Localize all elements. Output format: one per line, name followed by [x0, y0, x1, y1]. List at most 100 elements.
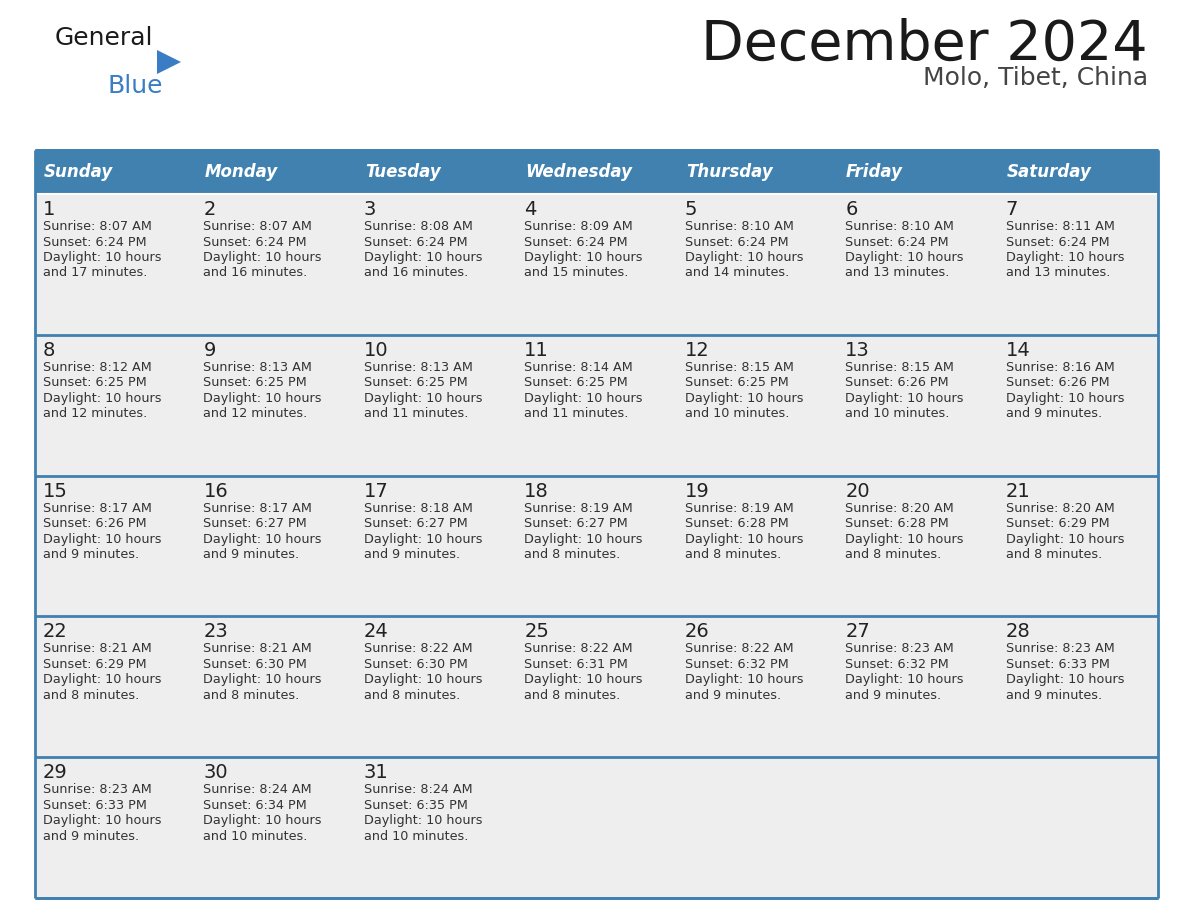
Bar: [677, 194, 838, 335]
Text: and 9 minutes.: and 9 minutes.: [364, 548, 460, 561]
Text: 13: 13: [845, 341, 870, 360]
Bar: [196, 335, 356, 476]
Text: Sunset: 6:33 PM: Sunset: 6:33 PM: [1005, 658, 1110, 671]
Text: Sunrise: 8:10 AM: Sunrise: 8:10 AM: [845, 220, 954, 233]
Text: Sunset: 6:24 PM: Sunset: 6:24 PM: [364, 236, 468, 249]
Bar: [34, 476, 196, 616]
Text: 25: 25: [524, 622, 549, 642]
Text: Daylight: 10 hours: Daylight: 10 hours: [43, 392, 162, 405]
Text: Daylight: 10 hours: Daylight: 10 hours: [845, 392, 963, 405]
Text: Sunrise: 8:20 AM: Sunrise: 8:20 AM: [845, 501, 954, 515]
Bar: [34, 335, 196, 476]
Text: Sunset: 6:24 PM: Sunset: 6:24 PM: [845, 236, 949, 249]
Text: Sunset: 6:26 PM: Sunset: 6:26 PM: [43, 517, 146, 530]
Text: 28: 28: [1005, 622, 1030, 642]
Text: Daylight: 10 hours: Daylight: 10 hours: [1005, 532, 1124, 545]
Text: and 9 minutes.: and 9 minutes.: [203, 548, 299, 561]
Text: and 8 minutes.: and 8 minutes.: [43, 688, 139, 702]
Bar: [356, 335, 517, 476]
Text: Molo, Tibet, China: Molo, Tibet, China: [923, 66, 1148, 90]
Text: Sunrise: 8:23 AM: Sunrise: 8:23 AM: [1005, 643, 1114, 655]
Bar: [517, 335, 677, 476]
Text: Sunset: 6:33 PM: Sunset: 6:33 PM: [43, 799, 147, 812]
Bar: [677, 335, 838, 476]
Text: Sunrise: 8:16 AM: Sunrise: 8:16 AM: [1005, 361, 1114, 374]
Text: Daylight: 10 hours: Daylight: 10 hours: [203, 814, 322, 827]
Text: 24: 24: [364, 622, 388, 642]
Text: 11: 11: [524, 341, 549, 360]
Text: 31: 31: [364, 763, 388, 782]
Text: Sunset: 6:30 PM: Sunset: 6:30 PM: [364, 658, 468, 671]
Text: Sunrise: 8:07 AM: Sunrise: 8:07 AM: [43, 220, 152, 233]
Polygon shape: [157, 50, 181, 74]
Text: Sunset: 6:25 PM: Sunset: 6:25 PM: [203, 376, 308, 389]
Text: Sunrise: 8:21 AM: Sunrise: 8:21 AM: [203, 643, 312, 655]
Bar: [998, 476, 1158, 616]
Text: 30: 30: [203, 763, 228, 782]
Bar: [677, 150, 838, 194]
Text: Daylight: 10 hours: Daylight: 10 hours: [524, 251, 643, 264]
Text: Daylight: 10 hours: Daylight: 10 hours: [43, 251, 162, 264]
Bar: [517, 757, 677, 898]
Bar: [196, 194, 356, 335]
Text: 3: 3: [364, 200, 377, 219]
Bar: [838, 757, 998, 898]
Bar: [677, 757, 838, 898]
Text: and 8 minutes.: and 8 minutes.: [203, 688, 299, 702]
Text: Sunset: 6:32 PM: Sunset: 6:32 PM: [684, 658, 789, 671]
Text: Sunrise: 8:09 AM: Sunrise: 8:09 AM: [524, 220, 633, 233]
Text: 5: 5: [684, 200, 697, 219]
Text: and 8 minutes.: and 8 minutes.: [1005, 548, 1101, 561]
Text: Daylight: 10 hours: Daylight: 10 hours: [845, 532, 963, 545]
Text: 7: 7: [1005, 200, 1018, 219]
Text: Sunrise: 8:07 AM: Sunrise: 8:07 AM: [203, 220, 312, 233]
Text: Sunset: 6:28 PM: Sunset: 6:28 PM: [845, 517, 949, 530]
Text: Sunset: 6:28 PM: Sunset: 6:28 PM: [684, 517, 789, 530]
Text: Daylight: 10 hours: Daylight: 10 hours: [364, 532, 482, 545]
Text: Daylight: 10 hours: Daylight: 10 hours: [845, 674, 963, 687]
Text: Monday: Monday: [204, 163, 278, 181]
Text: Sunset: 6:25 PM: Sunset: 6:25 PM: [524, 376, 628, 389]
Text: and 9 minutes.: and 9 minutes.: [1005, 408, 1101, 420]
Text: and 8 minutes.: and 8 minutes.: [684, 548, 781, 561]
Text: and 17 minutes.: and 17 minutes.: [43, 266, 147, 279]
Bar: [196, 476, 356, 616]
Text: and 9 minutes.: and 9 minutes.: [684, 688, 781, 702]
Bar: [34, 150, 196, 194]
Text: 26: 26: [684, 622, 709, 642]
Bar: [517, 194, 677, 335]
Text: 1: 1: [43, 200, 56, 219]
Text: Daylight: 10 hours: Daylight: 10 hours: [364, 674, 482, 687]
Text: Friday: Friday: [846, 163, 903, 181]
Text: Sunrise: 8:22 AM: Sunrise: 8:22 AM: [364, 643, 473, 655]
Text: Blue: Blue: [107, 74, 163, 98]
Text: Tuesday: Tuesday: [365, 163, 441, 181]
Text: Sunrise: 8:12 AM: Sunrise: 8:12 AM: [43, 361, 152, 374]
Text: Sunset: 6:27 PM: Sunset: 6:27 PM: [203, 517, 308, 530]
Text: 18: 18: [524, 482, 549, 500]
Text: Daylight: 10 hours: Daylight: 10 hours: [684, 532, 803, 545]
Text: Sunset: 6:26 PM: Sunset: 6:26 PM: [845, 376, 949, 389]
Text: Daylight: 10 hours: Daylight: 10 hours: [203, 532, 322, 545]
Text: 9: 9: [203, 341, 216, 360]
Text: Sunrise: 8:19 AM: Sunrise: 8:19 AM: [684, 501, 794, 515]
Text: and 10 minutes.: and 10 minutes.: [364, 830, 468, 843]
Bar: [356, 194, 517, 335]
Text: Sunrise: 8:23 AM: Sunrise: 8:23 AM: [43, 783, 152, 796]
Bar: [998, 335, 1158, 476]
Text: Saturday: Saturday: [1006, 163, 1092, 181]
Text: Sunrise: 8:20 AM: Sunrise: 8:20 AM: [1005, 501, 1114, 515]
Bar: [998, 757, 1158, 898]
Bar: [838, 476, 998, 616]
Text: Daylight: 10 hours: Daylight: 10 hours: [203, 251, 322, 264]
Text: Sunset: 6:29 PM: Sunset: 6:29 PM: [1005, 517, 1110, 530]
Text: and 16 minutes.: and 16 minutes.: [364, 266, 468, 279]
Text: and 8 minutes.: and 8 minutes.: [524, 548, 620, 561]
Text: 10: 10: [364, 341, 388, 360]
Text: Daylight: 10 hours: Daylight: 10 hours: [364, 814, 482, 827]
Text: Daylight: 10 hours: Daylight: 10 hours: [43, 674, 162, 687]
Text: 17: 17: [364, 482, 388, 500]
Text: 19: 19: [684, 482, 709, 500]
Text: Sunrise: 8:23 AM: Sunrise: 8:23 AM: [845, 643, 954, 655]
Text: Sunrise: 8:19 AM: Sunrise: 8:19 AM: [524, 501, 633, 515]
